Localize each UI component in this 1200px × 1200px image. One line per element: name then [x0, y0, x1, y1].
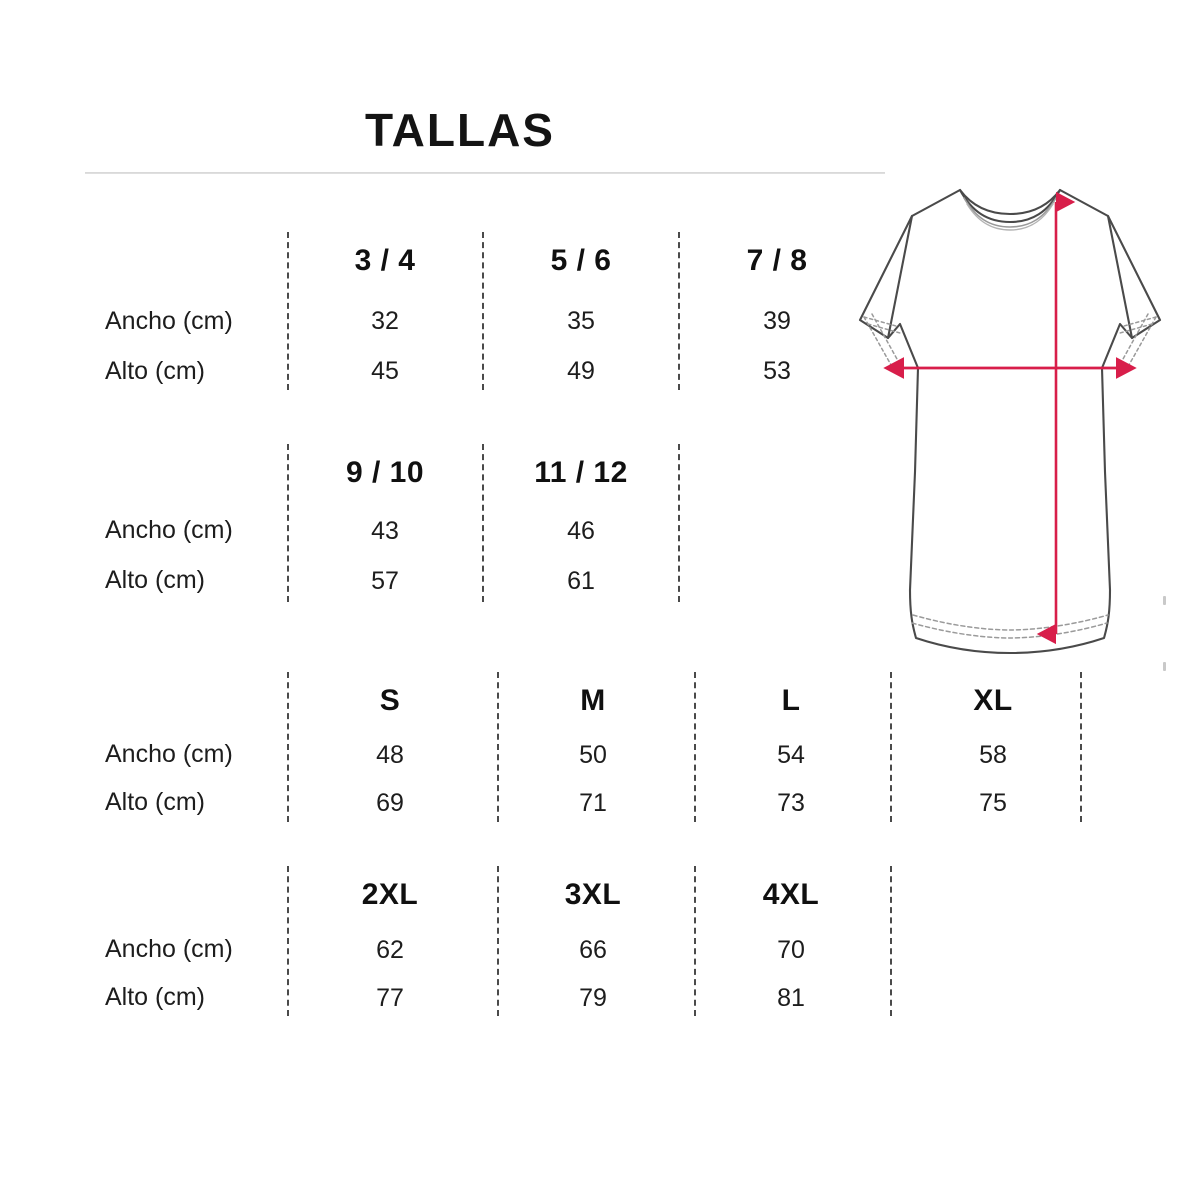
table-cell: 70 — [777, 936, 805, 964]
column-separator — [497, 866, 499, 1016]
column-separator — [287, 232, 289, 390]
tshirt-outline-icon — [858, 188, 1162, 655]
row-label-width: Ancho (cm) — [105, 516, 233, 544]
table-cell: 73 — [777, 789, 805, 817]
table-cell: 79 — [579, 984, 607, 1012]
table-cell: 32 — [371, 307, 399, 335]
column-separator — [1080, 672, 1082, 822]
title-divider — [85, 172, 885, 174]
column-separator — [482, 444, 484, 602]
column-separator — [497, 672, 499, 822]
column-header: 3XL — [564, 878, 622, 911]
table-cell: 81 — [777, 984, 805, 1012]
table-cell: 45 — [371, 357, 399, 385]
row-label-height: Alto (cm) — [105, 983, 205, 1011]
table-cell: 62 — [376, 936, 404, 964]
table-cell: 58 — [979, 741, 1007, 769]
column-header: XL — [973, 684, 1013, 717]
table-cell: 50 — [579, 741, 607, 769]
column-separator — [890, 866, 892, 1016]
column-header: 3 / 4 — [354, 244, 416, 277]
row-label-width: Ancho (cm) — [105, 740, 233, 768]
edge-artifact — [1163, 662, 1166, 671]
column-header: M — [580, 684, 606, 717]
table-cell: 53 — [763, 357, 791, 385]
column-header: S — [379, 684, 401, 717]
page-title: TALLAS — [364, 104, 555, 156]
column-separator — [287, 672, 289, 822]
column-header: 2XL — [361, 878, 419, 911]
table-cell: 43 — [371, 517, 399, 545]
edge-artifact — [1163, 596, 1166, 605]
table-cell: 46 — [567, 517, 595, 545]
table-cell: 69 — [376, 789, 404, 817]
table-cell: 48 — [376, 741, 404, 769]
table-cell: 71 — [579, 789, 607, 817]
column-separator — [287, 866, 289, 1016]
table-cell: 49 — [567, 357, 595, 385]
column-separator — [287, 444, 289, 602]
row-label-height: Alto (cm) — [105, 566, 205, 594]
table-cell: 35 — [567, 307, 595, 335]
column-separator — [694, 866, 696, 1016]
table-cell: 75 — [979, 789, 1007, 817]
table-cell: 54 — [777, 741, 805, 769]
table-cell: 57 — [371, 567, 399, 595]
table-cell: 39 — [763, 307, 791, 335]
column-header: L — [781, 684, 801, 717]
row-label-width: Ancho (cm) — [105, 307, 233, 335]
column-separator — [890, 672, 892, 822]
column-header: 5 / 6 — [550, 244, 612, 277]
table-cell: 61 — [567, 567, 595, 595]
row-label-width: Ancho (cm) — [105, 935, 233, 963]
tshirt-diagram — [820, 172, 1200, 672]
column-header: 9 / 10 — [345, 456, 425, 489]
column-separator — [678, 232, 680, 390]
table-cell: 66 — [579, 936, 607, 964]
column-header: 4XL — [762, 878, 820, 911]
column-separator — [678, 444, 680, 602]
column-header: 11 / 12 — [534, 456, 628, 489]
column-separator — [694, 672, 696, 822]
column-separator — [482, 232, 484, 390]
row-label-height: Alto (cm) — [105, 357, 205, 385]
row-label-height: Alto (cm) — [105, 788, 205, 816]
column-header: 7 / 8 — [746, 244, 808, 277]
table-cell: 77 — [376, 984, 404, 1012]
